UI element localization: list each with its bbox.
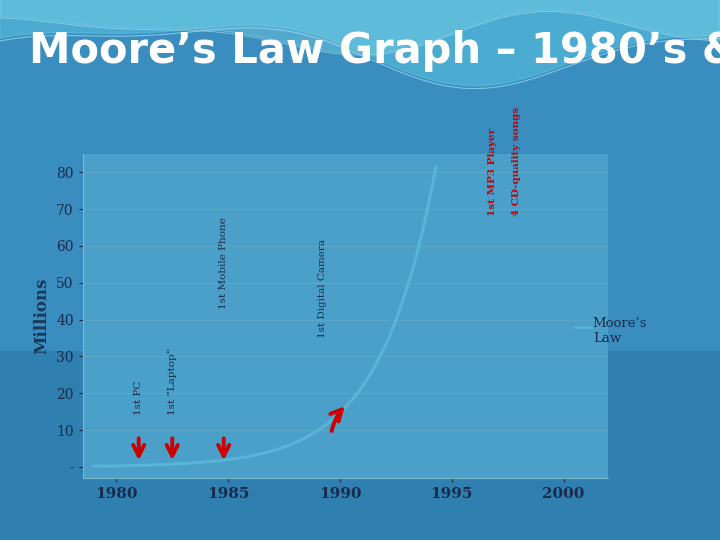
Text: 1st MP3 Player: 1st MP3 Player — [487, 129, 497, 217]
Text: Moore’s Law Graph – 1980’s &90’s: Moore’s Law Graph – 1980’s &90’s — [29, 30, 720, 72]
Text: 4 CD-quality songs: 4 CD-quality songs — [512, 107, 521, 217]
Text: 1st Digital Camera: 1st Digital Camera — [318, 239, 327, 338]
Text: 1st PC: 1st PC — [134, 381, 143, 415]
Text: Moore’s
Law: Moore’s Law — [593, 316, 647, 345]
Text: 1st “Laptop”: 1st “Laptop” — [168, 348, 177, 415]
Y-axis label: Millions: Millions — [34, 278, 50, 354]
Bar — [0, 351, 720, 540]
Text: 1st Mobile Phone: 1st Mobile Phone — [219, 217, 228, 308]
